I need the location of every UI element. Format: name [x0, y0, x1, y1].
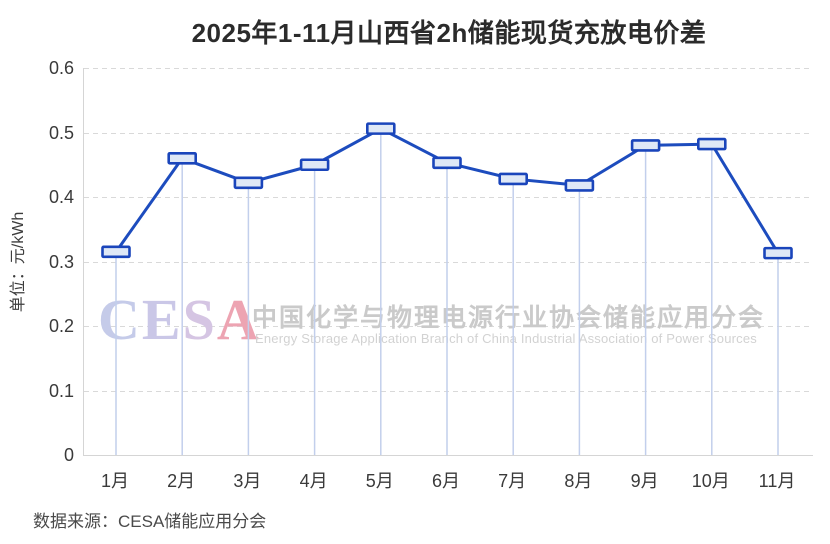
x-tick-label: 1月 [100, 471, 129, 491]
x-tick-label: 9月 [630, 471, 659, 491]
x-tick-label: 3月 [233, 471, 262, 491]
data-marker [167, 152, 197, 165]
plot-area: CESA 中国化学与物理电源行业协会储能应用分会 Energy Storage … [83, 68, 813, 456]
x-tick-label: 10月 [691, 471, 730, 491]
gridline-0.1 [84, 390, 813, 392]
x-tick-label: 7月 [498, 471, 527, 491]
gridline-0.2 [84, 326, 813, 327]
data-marker [564, 179, 595, 192]
data-marker [365, 122, 396, 135]
data-marker [630, 139, 661, 152]
x-tick-label: 5月 [365, 471, 394, 491]
y-tick-label: 0.3 [48, 251, 74, 272]
y-tick-label: 0.1 [48, 380, 74, 401]
x-tick-label: 6月 [431, 471, 460, 491]
y-tick-label: 0 [63, 445, 74, 465]
gridline-0.4 [84, 197, 813, 198]
chart-title: 2025年1-11月山西省2h储能现货充放电价差 [191, 18, 707, 48]
y-tick-label: 0.6 [48, 58, 74, 78]
data-marker [299, 158, 330, 172]
gridline-0.6 [84, 68, 813, 69]
x-tick-label: 2月 [167, 471, 196, 491]
y-tick-label: 0.2 [48, 316, 74, 336]
data-marker [498, 172, 529, 186]
data-marker [763, 246, 793, 260]
x-tick-label: 8月 [564, 471, 593, 491]
data-marker [233, 176, 264, 190]
source-note: 数据来源：CESA储能应用分会 [33, 512, 267, 531]
x-tick-label: 11月 [758, 471, 796, 491]
data-marker [432, 156, 462, 170]
line-chart-svg [101, 122, 793, 455]
data-marker [101, 245, 131, 259]
data-marker [696, 137, 727, 151]
y-tick-label: 0.4 [48, 187, 74, 207]
x-tick-label: 4月 [299, 471, 328, 491]
gridline-0.3 [84, 261, 813, 263]
gridline-0.5 [84, 132, 813, 134]
y-tick-label: 0.5 [48, 122, 74, 143]
